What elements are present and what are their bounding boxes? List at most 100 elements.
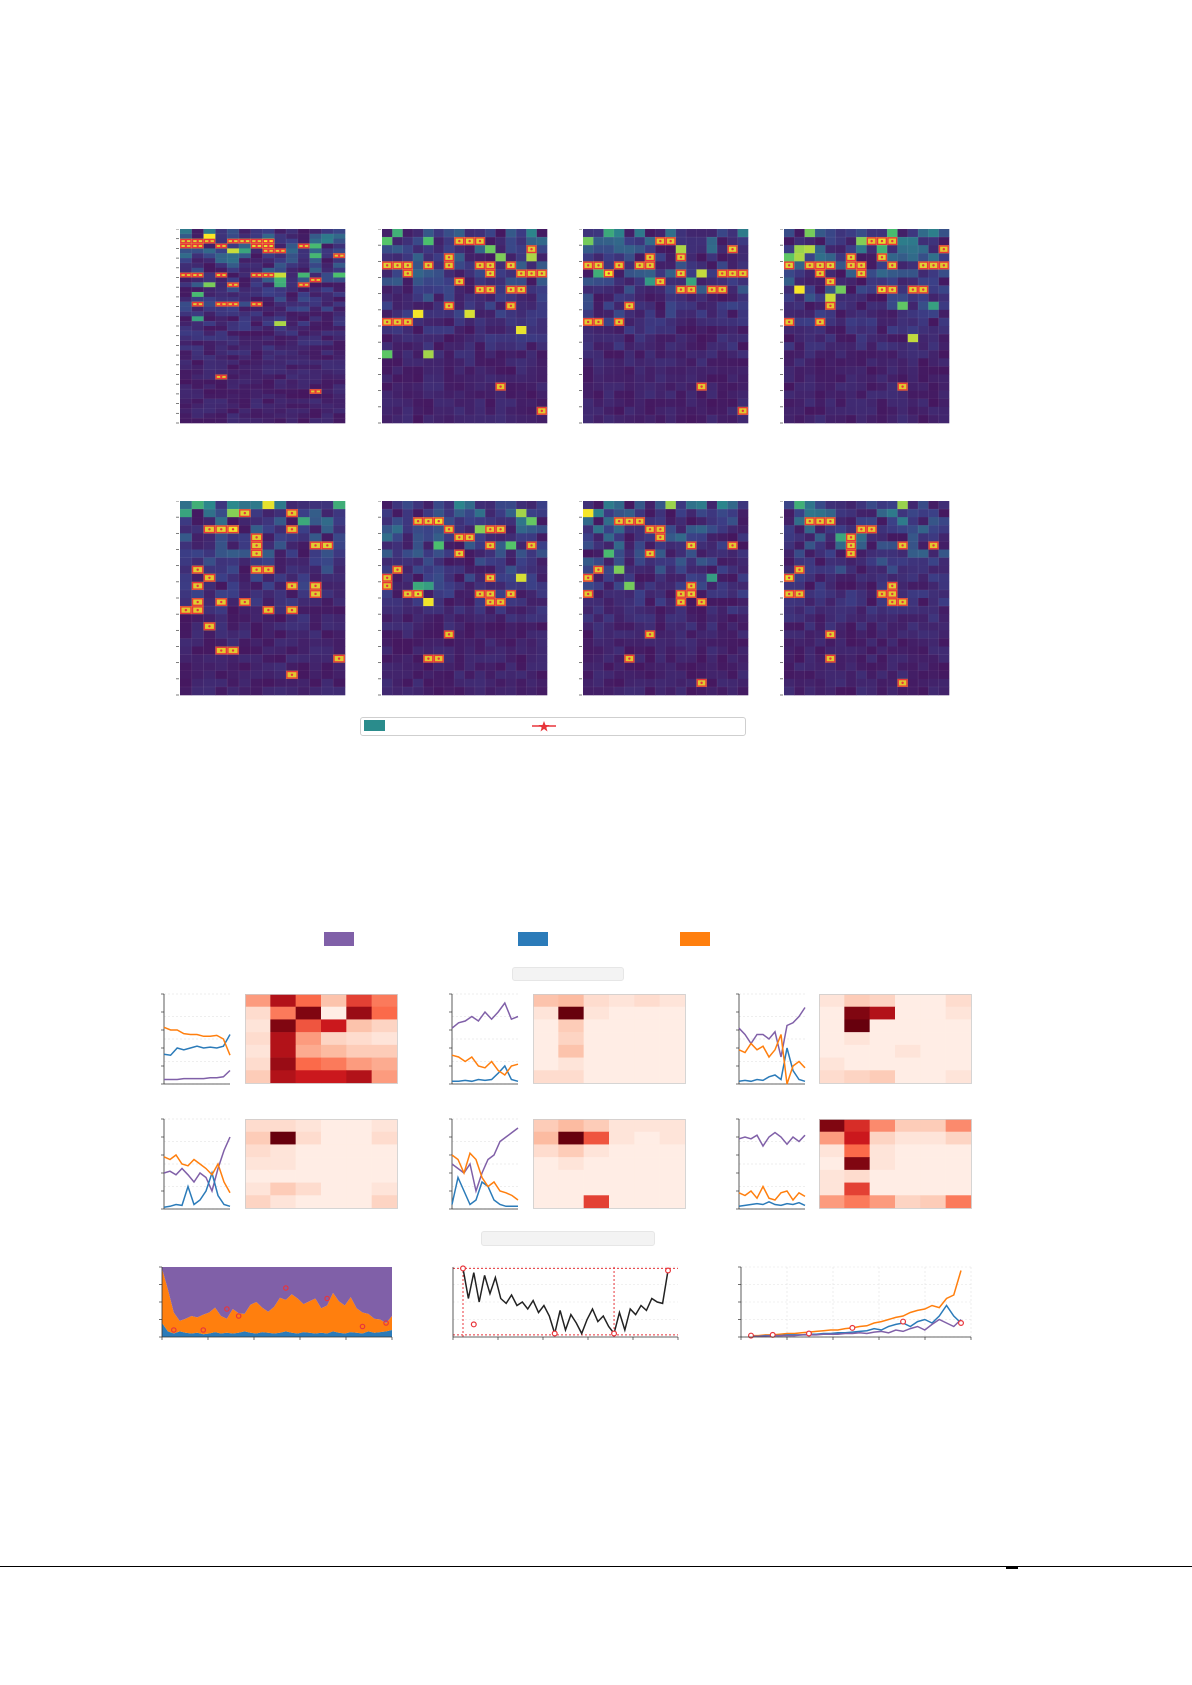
heatmap-cell — [286, 413, 299, 419]
heatmap-cell — [433, 366, 445, 375]
heatmap-cell — [737, 573, 749, 583]
heatmap-cell — [402, 390, 414, 400]
heatmap-cell — [346, 1057, 372, 1071]
heatmap-cell — [907, 622, 919, 631]
heatmap-cell — [609, 1070, 635, 1084]
heatmap-cell — [245, 1195, 271, 1209]
heatmap-cell — [907, 414, 919, 424]
heatmap-cell — [727, 406, 738, 416]
heatmap-cell — [876, 358, 888, 367]
heatmap-cell — [593, 541, 604, 550]
heatmap-cell — [897, 525, 909, 534]
heatmap-cell — [665, 366, 677, 375]
heatmap-cell — [784, 406, 795, 416]
heatmap-cell — [804, 509, 816, 518]
heatmap-cell — [423, 533, 434, 542]
marker-dot — [255, 302, 258, 306]
heatmap-cell — [286, 393, 299, 400]
heatmap-cell — [727, 533, 738, 542]
heatmap-cell — [215, 287, 228, 293]
heatmap-cell — [696, 557, 708, 566]
heatmap-cell — [928, 589, 939, 599]
heatmap-cell — [321, 533, 334, 542]
heatmap-cell — [613, 622, 625, 631]
heatmap-cell — [644, 646, 656, 655]
heatmap-cell — [295, 1182, 322, 1196]
heatmap-cell — [938, 229, 950, 238]
heatmap-cell — [717, 646, 728, 655]
heatmap-cell — [443, 565, 455, 575]
heatmap-cell — [794, 229, 805, 238]
heatmap-cell — [613, 670, 625, 680]
heatmap-cell — [887, 309, 898, 319]
heatmap-cell — [784, 245, 795, 254]
heatmap-cell — [784, 678, 795, 688]
heatmap-cell — [495, 358, 507, 367]
marker-dot — [337, 657, 341, 660]
heatmap-cell — [191, 517, 204, 526]
heatmap-cell — [844, 1195, 870, 1209]
heatmap-cell — [309, 359, 322, 366]
heatmap-cell — [624, 573, 635, 583]
heatmap-cell — [309, 267, 322, 273]
heatmap-cell — [245, 1182, 271, 1196]
heatmap-cell — [495, 366, 507, 375]
heatmap-cell — [784, 326, 795, 335]
heatmap-cell — [737, 662, 749, 672]
heatmap-cell — [180, 654, 193, 663]
heatmap-cell — [309, 403, 322, 409]
heatmap-cell — [634, 549, 646, 558]
heatmap-cell — [825, 501, 836, 510]
heatmap-cell — [309, 678, 322, 688]
heatmap-cell — [737, 622, 749, 631]
heatmap-cell — [613, 342, 625, 351]
heatmap-cell — [309, 355, 322, 361]
heatmap-cell — [717, 573, 728, 583]
heatmap-cell — [443, 374, 455, 383]
heatmap-cell — [814, 573, 826, 583]
heatmap-cell — [644, 358, 656, 367]
marker-box — [645, 630, 656, 639]
marker-dot — [427, 657, 430, 660]
heatmap-cell — [180, 301, 193, 307]
heatmap-cell — [423, 309, 434, 319]
heatmap-cell — [706, 245, 718, 254]
heatmap-cell — [603, 670, 615, 680]
heatmap-cell — [227, 389, 240, 395]
heatmap-cell — [659, 1032, 686, 1046]
heatmap-cell — [250, 557, 263, 566]
heatmap-cell — [866, 350, 878, 359]
heatmap-cell — [696, 670, 708, 680]
heatmap-cell — [297, 501, 310, 510]
heatmap-cell — [593, 573, 604, 583]
heatmap-cell — [897, 622, 909, 631]
heatmap-cell — [665, 334, 677, 343]
marker-dot — [922, 288, 925, 291]
heatmap-cell — [295, 1195, 322, 1209]
heatmap-cell — [644, 285, 656, 294]
heatmap-cell — [495, 646, 507, 655]
heatmap-cell — [866, 517, 878, 526]
marker-box — [454, 549, 465, 558]
heatmap-cell — [928, 245, 939, 254]
heatmap-cell — [495, 253, 507, 262]
heatmap-cell — [454, 317, 465, 327]
heatmap-cell — [443, 646, 455, 655]
marker-box — [333, 654, 345, 663]
heatmap-cell — [309, 549, 322, 558]
heatmap-cell — [297, 525, 310, 534]
heatmap-cell — [526, 557, 537, 566]
marker-dot — [638, 520, 641, 523]
heatmap-cell — [250, 622, 263, 631]
heatmap-cell — [784, 382, 795, 391]
heatmap-cell — [180, 646, 193, 655]
heatmap-cell — [876, 350, 888, 359]
heatmap-cell — [262, 403, 275, 409]
heatmap-cell — [717, 662, 728, 672]
heatmap-cell — [203, 350, 216, 356]
heatmap-cell — [495, 517, 507, 526]
heatmap-cell — [784, 366, 795, 375]
heatmap-cell — [866, 670, 878, 680]
heatmap-cell — [270, 994, 296, 1008]
heatmap-cell — [887, 646, 898, 655]
